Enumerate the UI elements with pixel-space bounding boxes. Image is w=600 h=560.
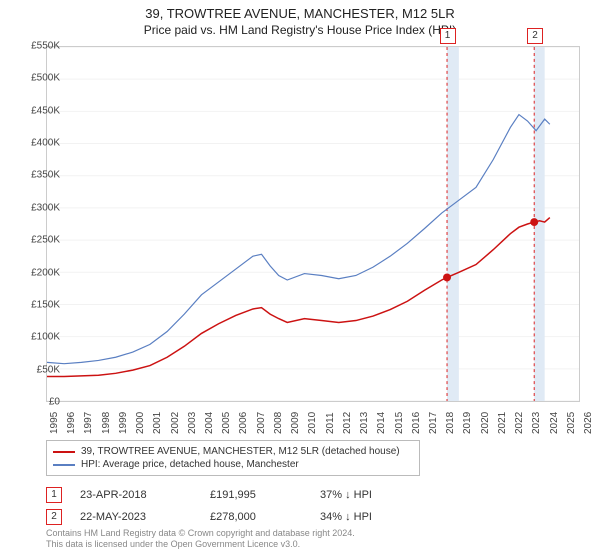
vline-marker: 1 [440, 28, 456, 44]
x-tick-label: 1997 [83, 412, 94, 434]
transaction-row: 2 22-MAY-2023£278,00034% ↓ HPI [46, 506, 420, 528]
y-tick-label: £200K [10, 267, 60, 278]
x-tick-label: 1998 [101, 412, 112, 434]
x-tick-label: 1995 [49, 412, 60, 434]
footer-line2: This data is licensed under the Open Gov… [46, 539, 355, 550]
chart-container: 39, TROWTREE AVENUE, MANCHESTER, M12 5LR… [0, 0, 600, 560]
x-tick-label: 2010 [307, 412, 318, 434]
x-tick-label: 2002 [170, 412, 181, 434]
x-tick-label: 2003 [187, 412, 198, 434]
series-hpi [47, 115, 550, 364]
series-price_paid [47, 218, 550, 377]
x-tick-label: 2024 [549, 412, 560, 434]
x-tick-label: 2013 [359, 412, 370, 434]
transaction-row: 1 23-APR-2018£191,99537% ↓ HPI [46, 484, 420, 506]
y-tick-label: £300K [10, 202, 60, 213]
y-tick-label: £500K [10, 73, 60, 84]
x-tick-label: 2015 [394, 412, 405, 434]
legend-label: 39, TROWTREE AVENUE, MANCHESTER, M12 5LR… [81, 446, 400, 457]
x-tick-label: 1996 [66, 412, 77, 434]
x-tick-label: 2014 [376, 412, 387, 434]
transaction-price: £191,995 [210, 489, 320, 501]
page-subtitle: Price paid vs. HM Land Registry's House … [0, 21, 600, 41]
x-tick-label: 2011 [325, 412, 336, 434]
y-tick-label: £550K [10, 41, 60, 52]
footer-attribution: Contains HM Land Registry data © Crown c… [46, 528, 355, 551]
transaction-date: 23-APR-2018 [80, 489, 210, 501]
transaction-price: £278,000 [210, 511, 320, 523]
y-tick-label: £150K [10, 299, 60, 310]
x-tick-label: 2004 [204, 412, 215, 434]
x-tick-label: 2000 [135, 412, 146, 434]
x-tick-label: 2016 [411, 412, 422, 434]
transaction-marker: 1 [46, 487, 62, 503]
plot-area [46, 46, 580, 402]
x-tick-label: 2007 [256, 412, 267, 434]
page-title: 39, TROWTREE AVENUE, MANCHESTER, M12 5LR [0, 0, 600, 21]
legend-swatch [53, 451, 75, 453]
transaction-marker: 2 [46, 509, 62, 525]
marker-dot [443, 273, 451, 281]
y-tick-label: £400K [10, 138, 60, 149]
x-tick-label: 2022 [514, 412, 525, 434]
x-tick-label: 2009 [290, 412, 301, 434]
x-tick-label: 2008 [273, 412, 284, 434]
x-tick-label: 2020 [480, 412, 491, 434]
y-tick-label: £50K [10, 364, 60, 375]
legend-box: 39, TROWTREE AVENUE, MANCHESTER, M12 5LR… [46, 440, 420, 476]
x-tick-label: 2021 [497, 412, 508, 434]
x-tick-label: 2026 [583, 412, 594, 434]
x-tick-label: 1999 [118, 412, 129, 434]
x-tick-label: 2012 [342, 412, 353, 434]
marker-dot [530, 218, 538, 226]
y-tick-label: £350K [10, 170, 60, 181]
x-tick-label: 2006 [238, 412, 249, 434]
x-tick-label: 2025 [566, 412, 577, 434]
legend-swatch [53, 464, 75, 466]
legend-label: HPI: Average price, detached house, Manc… [81, 459, 299, 470]
y-tick-label: £0 [10, 397, 60, 408]
y-tick-label: £250K [10, 235, 60, 246]
transaction-vs-hpi: 37% ↓ HPI [320, 489, 420, 501]
y-tick-label: £100K [10, 332, 60, 343]
x-tick-label: 2017 [428, 412, 439, 434]
x-tick-label: 2001 [152, 412, 163, 434]
x-tick-label: 2019 [462, 412, 473, 434]
x-tick-label: 2023 [531, 412, 542, 434]
x-tick-label: 2005 [221, 412, 232, 434]
vline-marker: 2 [527, 28, 543, 44]
legend-item: 39, TROWTREE AVENUE, MANCHESTER, M12 5LR… [53, 445, 413, 458]
transaction-vs-hpi: 34% ↓ HPI [320, 511, 420, 523]
x-tick-label: 2018 [445, 412, 456, 434]
transaction-date: 22-MAY-2023 [80, 511, 210, 523]
y-tick-label: £450K [10, 105, 60, 116]
transaction-table: 1 23-APR-2018£191,99537% ↓ HPI 2 22-MAY-202… [46, 484, 420, 528]
chart-svg [47, 47, 579, 401]
footer-line1: Contains HM Land Registry data © Crown c… [46, 528, 355, 539]
legend-item: HPI: Average price, detached house, Manc… [53, 458, 413, 471]
